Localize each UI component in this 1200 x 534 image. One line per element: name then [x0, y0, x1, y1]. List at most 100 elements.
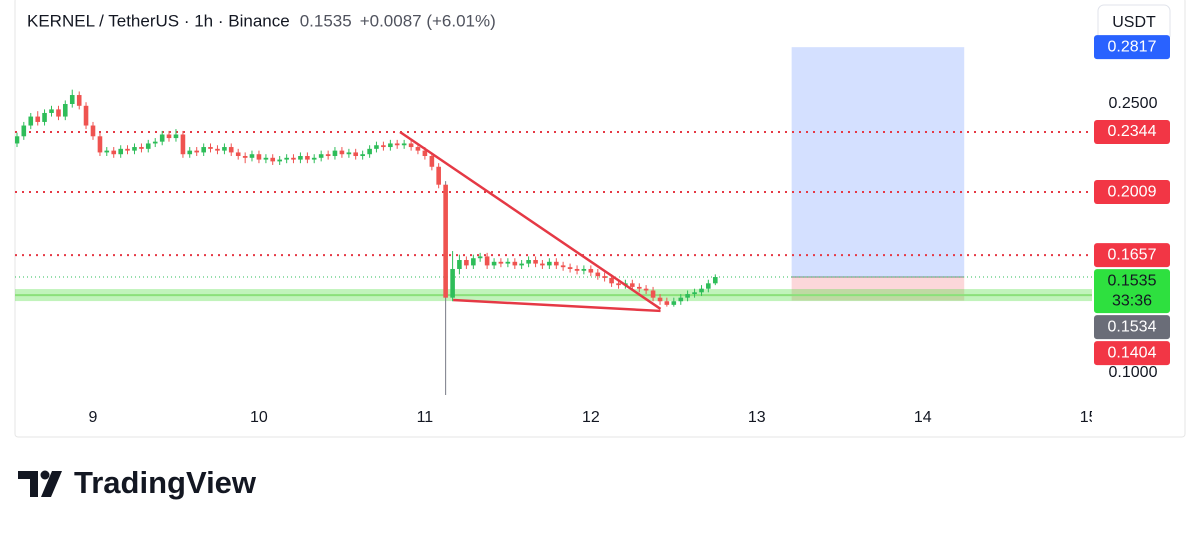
- candle-body: [374, 145, 379, 149]
- price-tag-label: 0.2344: [1108, 123, 1157, 140]
- axes: 0.2500 0.1000 0.2817 0.2344 0.2009 0.1657 0.15…: [1094, 35, 1170, 381]
- y-tick-label: 0.1000: [1109, 364, 1158, 381]
- candle-body: [512, 261, 518, 266]
- candle-body: [49, 109, 54, 113]
- candle-body: [166, 134, 172, 139]
- candle-body: [125, 148, 130, 151]
- currency-label[interactable]: USDT: [1112, 14, 1156, 31]
- candle-body: [450, 268, 455, 298]
- candle-body: [706, 283, 711, 289]
- candle-body: [215, 148, 220, 151]
- candle-body: [471, 258, 476, 266]
- price-tag: [1094, 119, 1170, 144]
- candle-body: [650, 290, 656, 298]
- candle-body: [62, 104, 68, 117]
- candle-body: [616, 283, 621, 286]
- x-tick-label: 13: [748, 409, 766, 426]
- candle-body: [291, 157, 296, 160]
- candle-body: [222, 147, 227, 151]
- plot-area: 9 10 11 12 13 14 15: [15, 47, 1098, 426]
- candle-body: [339, 150, 345, 155]
- candle-body: [429, 156, 435, 167]
- candle-body: [422, 150, 428, 157]
- price-tag-label: 0.2009: [1108, 183, 1157, 200]
- candle-body: [90, 125, 96, 137]
- chart-frame: [14, 0, 1186, 438]
- candle-body: [367, 148, 372, 155]
- candle-body: [159, 134, 165, 142]
- brand-logo: [18, 470, 62, 497]
- price-tag: [1094, 180, 1170, 205]
- price-tag-label: 0.1657: [1108, 246, 1157, 263]
- candle-body: [415, 147, 421, 151]
- candle-body: [353, 152, 358, 157]
- candle-body: [187, 150, 193, 155]
- candle-body: [408, 143, 414, 148]
- candle-body: [15, 136, 20, 144]
- trendline: [453, 298, 661, 313]
- candle-body: [498, 261, 504, 264]
- candle-body: [457, 260, 462, 269]
- candle-body: [685, 294, 690, 298]
- price-tag: [1094, 341, 1170, 366]
- candle-body: [270, 157, 276, 162]
- x-tick-label: 9: [89, 409, 98, 426]
- chart-title: KERNEL / TetherUS · 1h · Binance: [27, 11, 290, 30]
- candle-body: [325, 154, 331, 157]
- candle-body: [83, 105, 89, 126]
- candle-body: [194, 150, 200, 153]
- candle-body: [664, 301, 670, 305]
- candle-body: [298, 156, 303, 160]
- last-price: 0.1535: [300, 11, 352, 30]
- candle-body: [443, 184, 448, 298]
- candle-body: [42, 112, 47, 122]
- price-tag: [1094, 315, 1170, 340]
- candle-body: [56, 109, 61, 117]
- candle-body: [554, 261, 559, 266]
- candle-body: [208, 147, 213, 149]
- candle-body: [76, 95, 82, 106]
- price-change: +0.0087 (+6.01%): [360, 11, 496, 30]
- candle-body: [484, 256, 490, 266]
- candle-body: [394, 143, 400, 146]
- candle-body: [332, 150, 338, 157]
- candle-body: [712, 277, 718, 284]
- candle-body: [388, 143, 393, 148]
- price-tag-label: 0.2817: [1108, 38, 1157, 55]
- candle-body: [526, 260, 531, 264]
- candle-body: [602, 276, 607, 278]
- candle-body: [145, 143, 151, 149]
- candle-body: [657, 297, 663, 302]
- candle-body: [249, 154, 255, 158]
- candle-body: [560, 265, 566, 268]
- candle-body: [547, 261, 552, 266]
- candle-body: [180, 134, 186, 155]
- price-tag-label: 0.1534: [1108, 318, 1157, 335]
- x-tick-label: 11: [417, 409, 434, 426]
- candle-body: [256, 154, 262, 160]
- candle-body: [491, 261, 497, 266]
- candle-body: [581, 268, 587, 271]
- candle-body: [505, 261, 511, 264]
- x-tick-label: 12: [582, 409, 600, 426]
- brand-name: TradingView: [74, 465, 257, 500]
- x-tick-label: 10: [250, 409, 268, 426]
- candle-body: [97, 136, 103, 153]
- price-tag: [1094, 269, 1170, 314]
- candle-body: [318, 154, 324, 158]
- candle-body: [360, 154, 365, 157]
- candle-body: [104, 150, 110, 153]
- candle-body: [132, 147, 137, 151]
- candle-body: [477, 256, 483, 259]
- candle-body: [381, 145, 386, 148]
- candle-body: [401, 143, 407, 146]
- y-tick-label: 0.2500: [1109, 95, 1158, 112]
- candle-body: [21, 125, 27, 137]
- candle-body: [699, 288, 704, 293]
- x-tick-label: 15: [1080, 409, 1098, 426]
- candle-body: [173, 134, 179, 139]
- candle-body: [111, 150, 117, 155]
- price-tag: [1094, 35, 1170, 60]
- candle-body: [152, 141, 158, 144]
